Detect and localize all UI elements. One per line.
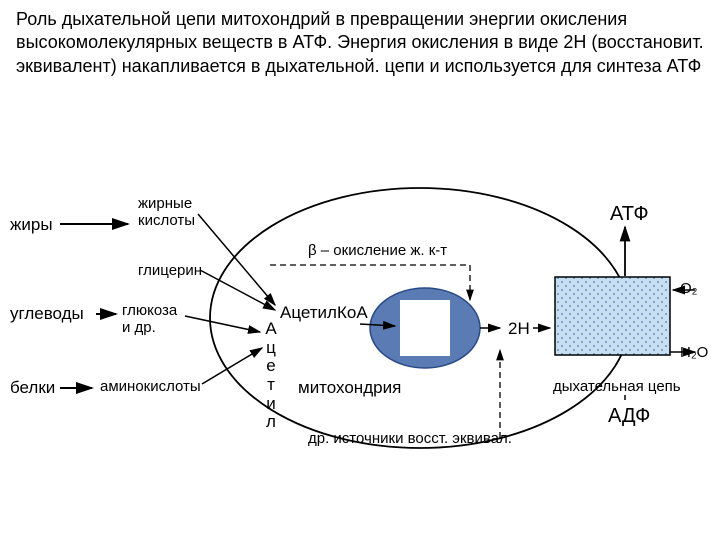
ctk-inner-rect	[400, 300, 450, 356]
arrow-aa-acetyl	[202, 348, 262, 384]
arrow-fa-acetyl	[198, 214, 275, 305]
resp-chain-block	[555, 277, 670, 355]
arrow-gluc-acetyl	[185, 316, 260, 332]
diagram-svg	[0, 0, 720, 540]
